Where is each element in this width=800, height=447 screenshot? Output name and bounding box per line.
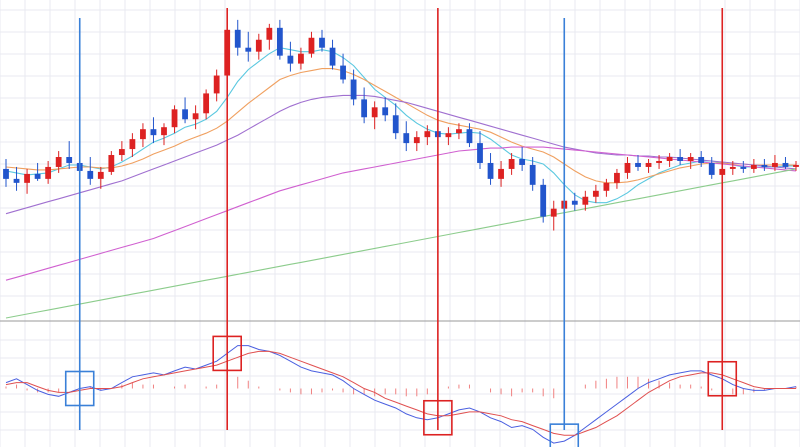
candle-body	[97, 171, 104, 179]
candle-body	[624, 162, 631, 173]
candle-body	[340, 65, 346, 80]
signal-box	[212, 335, 242, 372]
candle-body	[298, 53, 304, 64]
candle-body	[550, 208, 557, 217]
candle-body	[782, 162, 789, 167]
candle-body	[55, 157, 62, 167]
candle-body	[645, 162, 652, 167]
candle-body	[319, 37, 325, 48]
candle-body	[3, 168, 9, 179]
candle-body	[708, 162, 715, 175]
candle-body	[508, 159, 515, 169]
candle-body	[424, 131, 431, 138]
candle-body	[677, 157, 684, 161]
candle-body	[698, 157, 705, 163]
candle-body	[192, 113, 199, 120]
marker-annotations	[64, 8, 738, 447]
candle-body	[519, 159, 526, 165]
candle-body	[150, 129, 157, 136]
candle-body	[171, 109, 178, 128]
candle-body	[234, 29, 241, 48]
signal-box	[423, 399, 453, 436]
moving-average-line	[5, 94, 797, 215]
candle-body	[466, 129, 473, 144]
oscillator-line	[5, 350, 796, 436]
candle-body	[687, 157, 694, 161]
candle-body	[255, 39, 262, 52]
candle-body	[529, 164, 536, 185]
candle-body	[329, 47, 336, 66]
candle-body	[24, 173, 30, 183]
moving-average-line	[5, 146, 797, 281]
candle-body	[477, 143, 483, 163]
candle-body	[308, 37, 315, 54]
candle-body	[540, 184, 547, 217]
signal-box	[549, 423, 580, 447]
candle-body	[592, 190, 599, 197]
candle-body	[498, 168, 504, 179]
candle-body	[45, 166, 52, 179]
candle-body	[635, 162, 641, 167]
candle-body	[761, 164, 768, 167]
candle-body	[729, 166, 736, 169]
candle-body	[413, 137, 420, 144]
candle-body	[403, 133, 410, 144]
candle-body	[382, 107, 389, 116]
candle-body	[614, 172, 620, 183]
candle-body	[266, 27, 273, 40]
candle-body	[129, 139, 136, 150]
oscillator-panel	[5, 345, 797, 444]
candle-body	[392, 115, 399, 134]
candle-body	[750, 164, 757, 169]
candle-body	[361, 99, 368, 118]
candle-body	[182, 109, 188, 120]
candle-body	[161, 127, 167, 136]
candle-body	[740, 166, 747, 169]
signal-box	[64, 370, 95, 407]
signal-box	[707, 360, 738, 397]
candle-body	[213, 75, 220, 94]
candle-body	[118, 149, 125, 156]
candle-body	[456, 129, 462, 134]
price-panel	[3, 17, 799, 319]
candle-body	[276, 27, 283, 56]
candle-body	[772, 162, 778, 167]
candle-body	[34, 173, 41, 179]
candle-body	[66, 157, 73, 163]
candle-body	[793, 164, 799, 167]
oscillator-line	[5, 345, 797, 444]
candle-body	[287, 55, 294, 64]
candle-body	[108, 155, 115, 172]
candle-body	[245, 47, 252, 52]
candle-body	[487, 162, 494, 179]
candle-body	[13, 178, 20, 183]
candle-body	[582, 196, 589, 205]
candle-body	[603, 182, 610, 191]
candle-body	[445, 133, 452, 138]
candle-body	[571, 200, 578, 205]
candle-body	[203, 93, 210, 114]
candle-body	[87, 170, 94, 179]
moving-average-line	[5, 47, 796, 204]
candle-body	[656, 160, 662, 163]
candle-body	[666, 157, 673, 161]
moving-average-line	[5, 68, 796, 184]
candle-body	[371, 107, 378, 118]
candle-body	[140, 129, 146, 140]
moving-average-line	[5, 168, 797, 319]
candle-body	[350, 79, 357, 100]
